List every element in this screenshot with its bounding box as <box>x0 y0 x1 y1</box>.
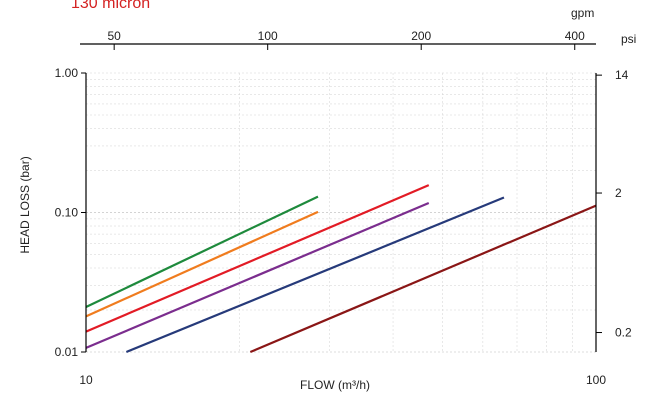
top-tick-label: 200 <box>411 29 431 43</box>
y-axis-label: HEAD LOSS (bar) <box>18 156 32 253</box>
y-tick-label: 1.00 <box>55 66 79 80</box>
top-tick-label: 400 <box>565 29 585 43</box>
tick-labels: 0.01 0.10 1.00 10 100 50 100 200 400 0.2 2 14 <box>55 29 632 387</box>
top-axis-unit: gpm <box>571 6 594 20</box>
right-tick-label: 2 <box>615 186 622 200</box>
top-tick-label: 100 <box>258 29 278 43</box>
series-group <box>85 184 597 354</box>
series-line-1 <box>85 195 319 309</box>
series-line-4 <box>85 201 430 349</box>
series-line-6 <box>249 204 597 354</box>
series-line-2 <box>85 210 319 318</box>
series-line-3 <box>85 184 430 333</box>
x-tick-label: 10 <box>79 373 93 387</box>
top-tick-label: 50 <box>107 29 121 43</box>
x-tick-label: 100 <box>586 373 606 387</box>
axes <box>80 43 602 353</box>
x-axis-label: FLOW (m³/h) <box>300 378 370 392</box>
y-tick-label: 0.10 <box>55 206 79 220</box>
right-axis-unit: psi <box>621 32 636 46</box>
right-tick-label: 0.2 <box>615 326 632 340</box>
grid <box>85 72 597 353</box>
right-tick-label: 14 <box>615 68 629 82</box>
chart-title: 130 micron <box>71 0 150 12</box>
y-tick-label: 0.01 <box>55 345 79 359</box>
series-line-5 <box>125 196 505 354</box>
